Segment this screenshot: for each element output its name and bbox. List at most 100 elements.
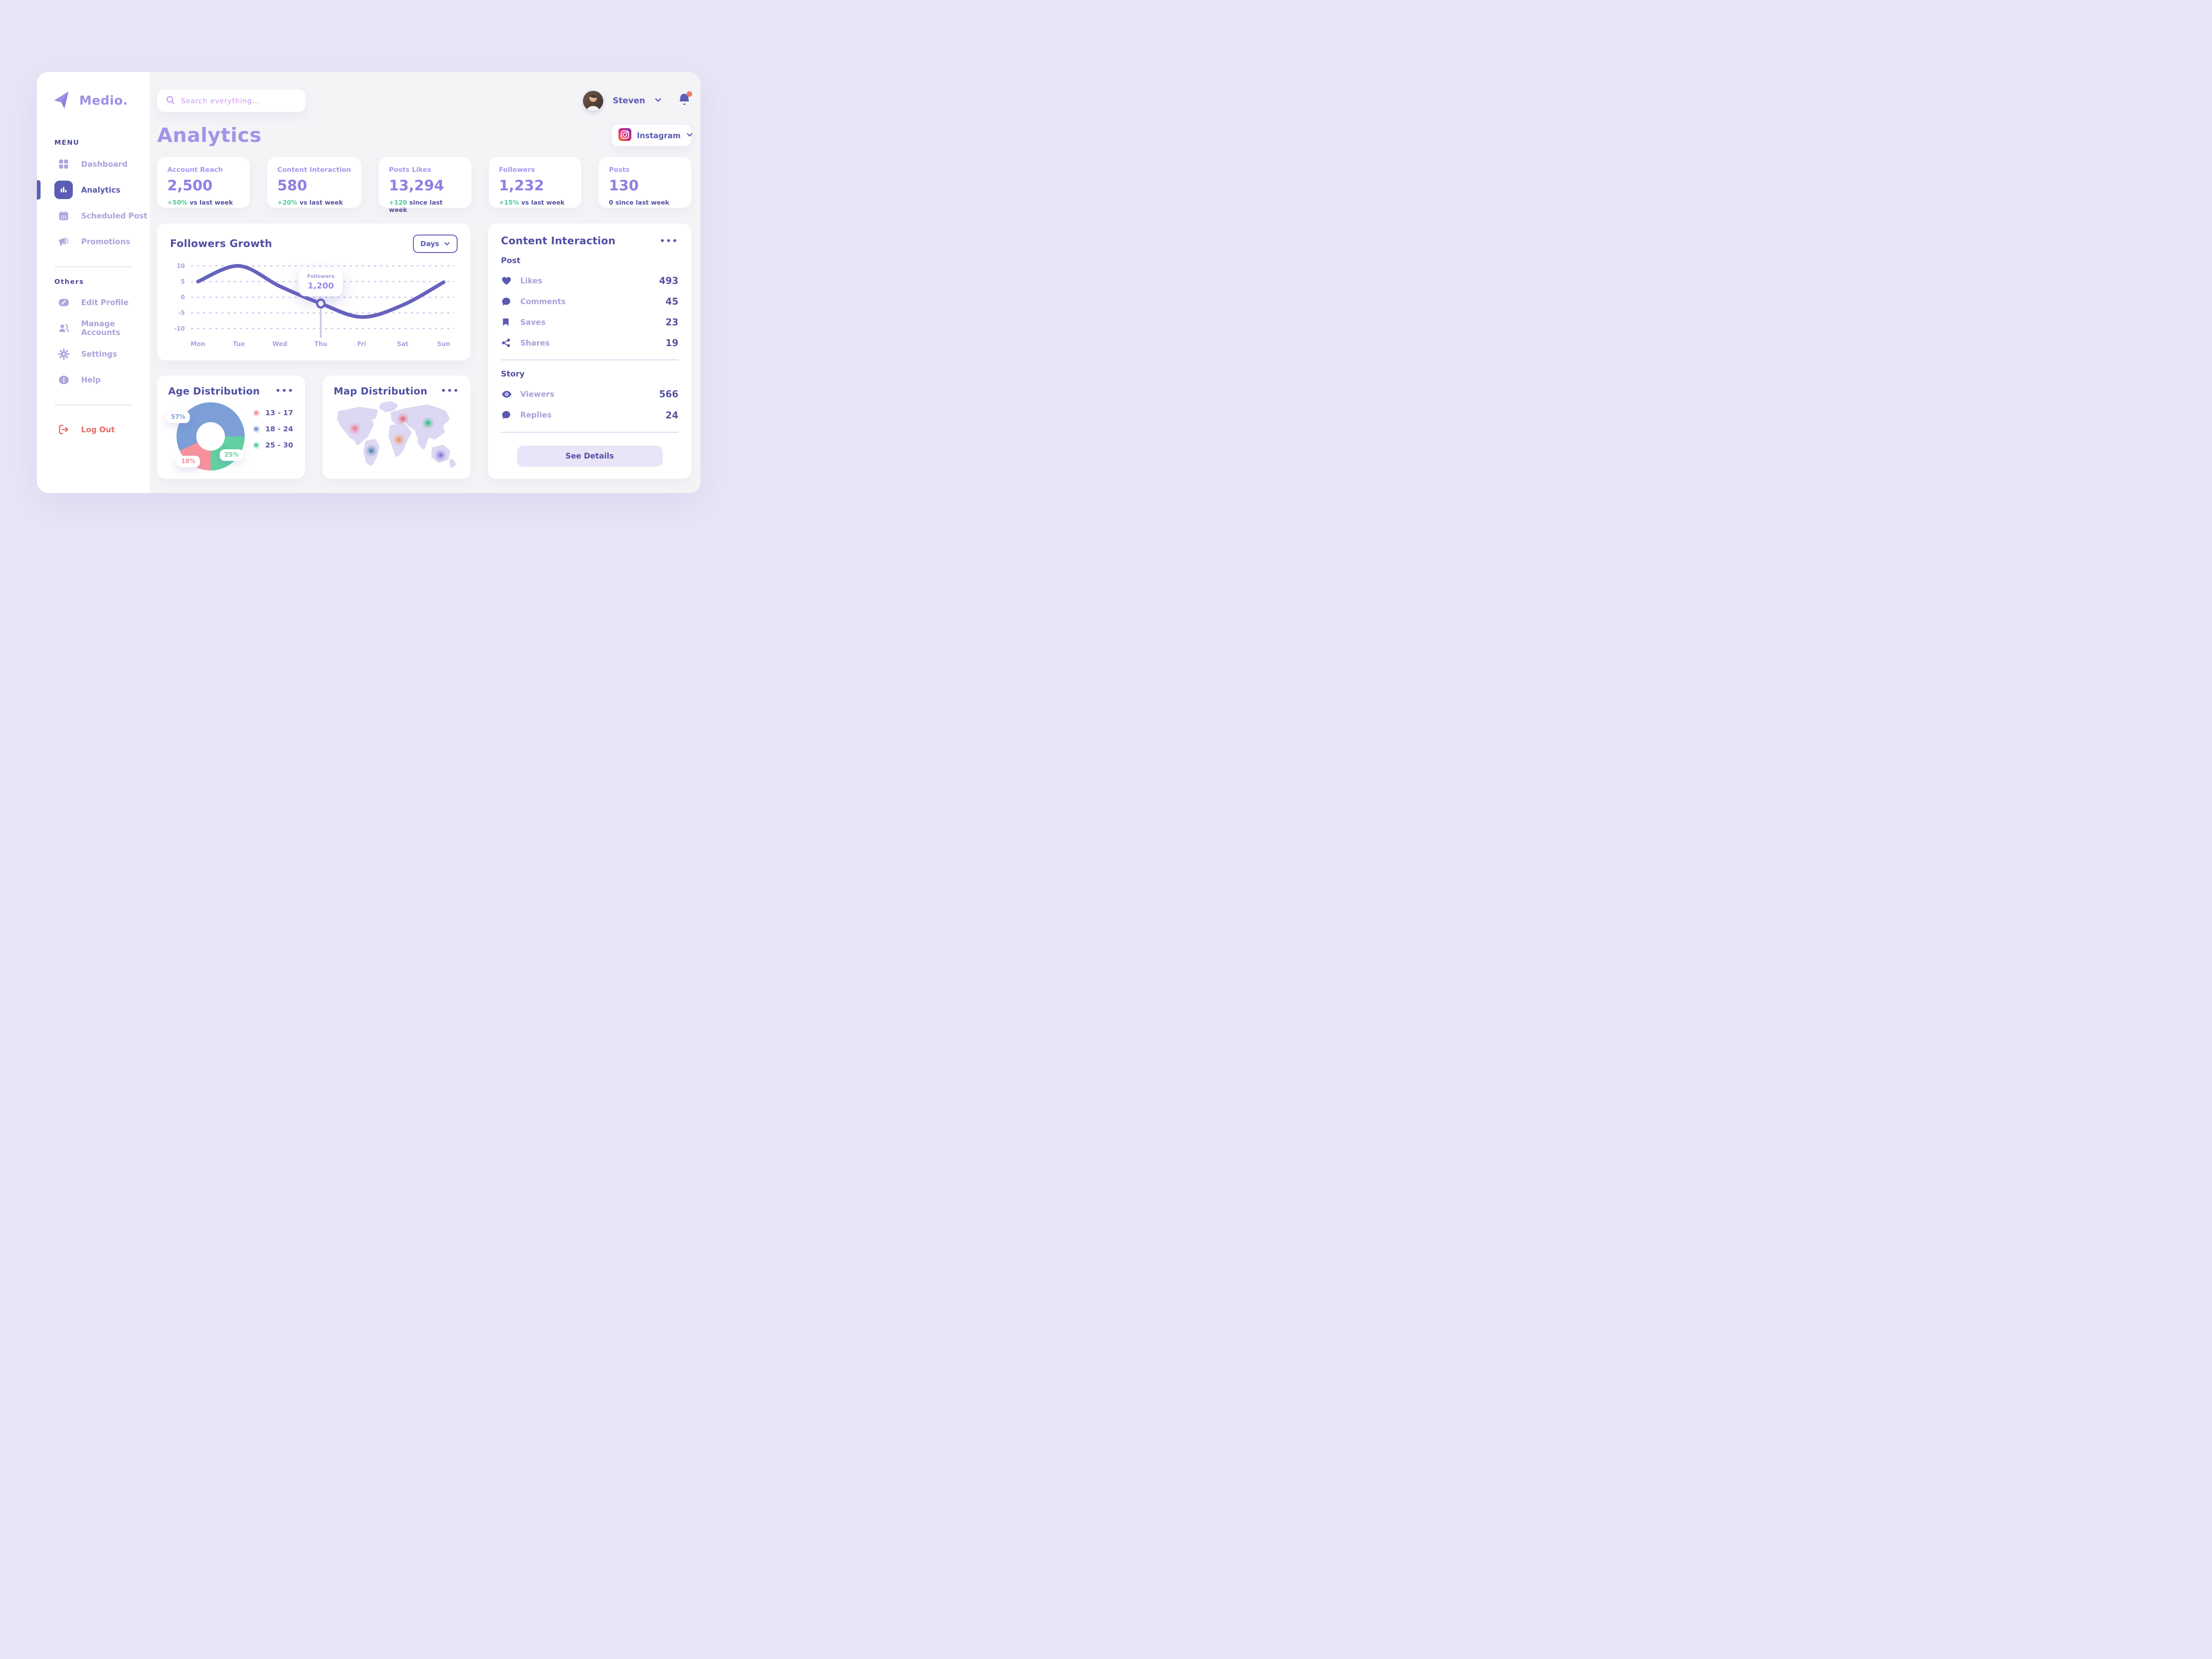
delta-note: vs last week xyxy=(187,199,233,206)
paper-plane-logo-icon xyxy=(53,90,73,111)
legend-dot xyxy=(253,425,260,433)
bar-chart-icon xyxy=(54,181,73,199)
age-legend: 13 - 17 18 - 24 25 - 30 xyxy=(253,409,293,449)
platform-name: Instagram xyxy=(637,131,681,140)
platform-selector[interactable]: Instagram xyxy=(612,125,693,146)
ellipsis-menu-icon[interactable]: ••• xyxy=(441,386,459,396)
donut-hole xyxy=(196,422,225,451)
brand: Medio. xyxy=(37,72,150,111)
post-section-label: Post xyxy=(501,256,521,265)
topbar: Steven xyxy=(157,89,692,112)
active-indicator xyxy=(37,180,41,200)
followers-growth-panel: Followers Growth Days 10 5 0 -5 -10 Mon Tue Wed… xyxy=(157,224,471,360)
delta-note: since last week xyxy=(388,199,443,214)
legend-item: 18 - 24 xyxy=(253,425,293,433)
reply-bubble-icon xyxy=(501,410,513,420)
others-section-label: Others xyxy=(54,278,84,286)
metric-row-viewers: Viewers 566 xyxy=(501,388,678,400)
heart-icon xyxy=(501,275,513,286)
map-marker-africa xyxy=(393,434,405,446)
svg-text:-10: -10 xyxy=(174,325,185,332)
chart-tooltip: Followers 1,200 xyxy=(299,268,343,296)
chevron-down-icon xyxy=(686,131,693,140)
map-marker-south-america xyxy=(365,445,377,457)
see-details-button[interactable]: See Details xyxy=(517,445,663,467)
ellipsis-menu-icon[interactable]: ••• xyxy=(659,236,678,246)
main-content: Steven Analytics xyxy=(150,72,700,493)
sidebar-item-dashboard[interactable]: Dashboard xyxy=(37,151,150,177)
search-bar[interactable] xyxy=(157,89,306,112)
logout-icon xyxy=(54,420,73,439)
sidebar-item-scheduled-post[interactable]: Scheduled Post xyxy=(37,203,150,229)
bookmark-icon xyxy=(501,317,513,327)
menu-list: Dashboard Analytics xyxy=(37,151,150,254)
menu-section-label: MENU xyxy=(54,139,80,147)
calendar-icon xyxy=(54,206,73,225)
delta-note: since last week xyxy=(613,199,670,206)
map-marker-australia xyxy=(435,449,447,461)
search-icon xyxy=(165,95,176,107)
ellipsis-menu-icon[interactable]: ••• xyxy=(275,386,294,396)
delta-value: +120 xyxy=(388,199,407,206)
eye-icon xyxy=(501,388,513,400)
map-marker-central-asia xyxy=(422,417,434,429)
map-marker-east-europe xyxy=(397,413,409,424)
map-marker-north-america xyxy=(349,423,361,434)
delta-value: +50% xyxy=(167,199,188,206)
svg-text:Wed: Wed xyxy=(272,341,288,348)
sidebar-item-help[interactable]: Help xyxy=(37,367,150,393)
app-window: Medio. MENU Dashboard xyxy=(37,72,700,493)
delta-value: 0 xyxy=(609,199,613,206)
delta-value: +20% xyxy=(277,199,298,206)
sidebar-divider-2 xyxy=(54,405,132,406)
svg-text:Tue: Tue xyxy=(233,341,245,348)
page-title: Analytics xyxy=(157,124,262,147)
svg-text:5: 5 xyxy=(181,278,185,285)
sidebar-item-settings[interactable]: Settings xyxy=(37,341,150,367)
sidebar-item-analytics[interactable]: Analytics xyxy=(37,177,150,203)
svg-text:Sun: Sun xyxy=(437,341,450,348)
delta-note: vs last week xyxy=(297,199,343,206)
age-distribution-panel: Age Distribution ••• 57% 18% 25% xyxy=(157,376,305,479)
age-donut-chart: 57% 18% 25% 13 - 17 18 - 24 xyxy=(166,401,294,472)
others-list: Edit Profile Manage Accounts xyxy=(37,289,150,393)
sidebar-item-promotions[interactable]: Promotions xyxy=(37,229,150,254)
sidebar-item-manage-accounts[interactable]: Manage Accounts xyxy=(37,315,150,341)
donut-label-25: 25% xyxy=(220,449,244,461)
metric-row-comments: Comments 45 xyxy=(501,296,678,307)
notification-badge xyxy=(687,91,692,97)
pencil-icon xyxy=(54,293,73,312)
chevron-down-icon[interactable] xyxy=(654,96,662,106)
svg-text:Sat: Sat xyxy=(397,341,408,348)
donut-label-57: 57% xyxy=(166,412,190,423)
story-section-label: Story xyxy=(501,369,525,379)
svg-text:0: 0 xyxy=(181,294,185,301)
metric-row-shares: Shares 19 xyxy=(501,337,678,348)
svg-text:10: 10 xyxy=(176,263,185,270)
metric-row-likes: Likes 493 xyxy=(501,275,678,286)
search-input[interactable] xyxy=(181,96,297,105)
logout-button[interactable]: Log Out xyxy=(37,417,150,442)
user-name: Steven xyxy=(612,96,645,106)
instagram-icon xyxy=(618,128,631,143)
donut-label-18: 18% xyxy=(176,456,200,467)
legend-dot xyxy=(253,409,260,417)
sidebar-divider xyxy=(54,266,132,267)
grid-icon xyxy=(54,155,73,173)
sidebar-item-edit-profile[interactable]: Edit Profile xyxy=(37,289,150,315)
legend-item: 25 - 30 xyxy=(253,441,293,449)
legend-dot xyxy=(253,441,260,449)
legend-item: 13 - 17 xyxy=(253,409,293,417)
gear-icon xyxy=(54,345,73,363)
content-interaction-title: Content Interaction xyxy=(501,235,616,247)
svg-text:Thu: Thu xyxy=(314,341,327,348)
range-select-button[interactable]: Days xyxy=(413,235,458,253)
notifications-button[interactable] xyxy=(677,91,692,109)
share-icon xyxy=(501,338,513,348)
svg-text:Mon: Mon xyxy=(191,341,206,348)
stats-row: Account Reach 2,500 +50% vs last week Co… xyxy=(157,157,691,214)
users-icon xyxy=(54,319,73,337)
avatar[interactable] xyxy=(583,90,604,111)
map-distribution-panel: Map Distribution ••• xyxy=(323,376,471,479)
info-icon xyxy=(54,371,73,389)
